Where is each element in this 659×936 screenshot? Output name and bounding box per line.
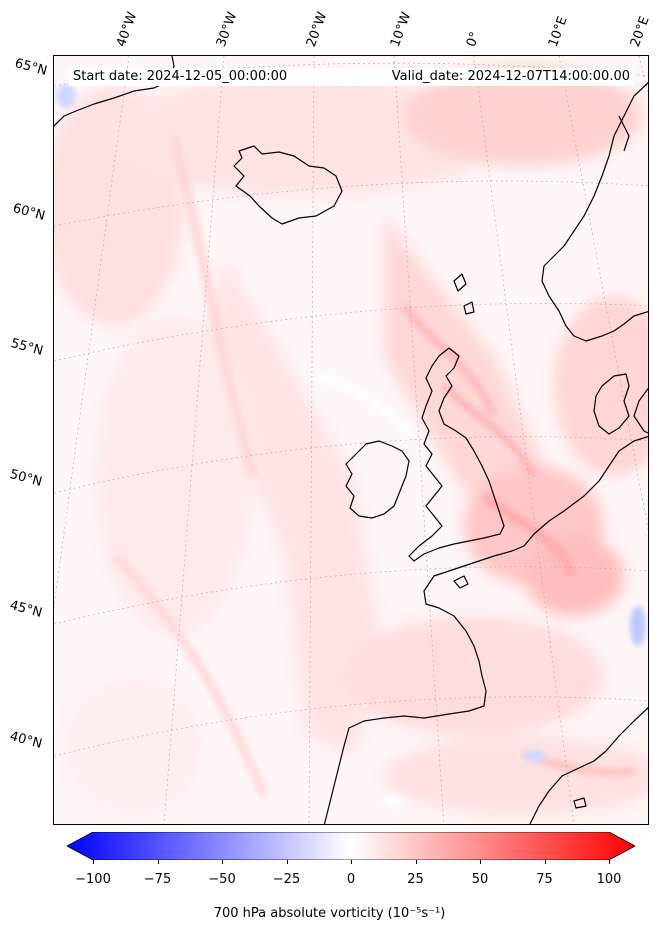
lat-label-55n: 55°N: [9, 336, 45, 359]
colorbar-tick-mark: [351, 860, 352, 864]
lat-label-60n: 60°N: [11, 201, 47, 224]
colorbar-tick-label: 50: [471, 872, 489, 887]
lon-label-20w: 20°W: [303, 10, 331, 49]
graticule: [54, 56, 648, 824]
lat-label-45n: 45°N: [8, 598, 44, 621]
lon-label-0: 0°: [463, 29, 484, 49]
colorbar-tick-label: 0: [346, 872, 356, 887]
colorbar-tick-mark: [415, 860, 417, 864]
colorbar: [67, 832, 635, 860]
colorbar-tick-mark: [222, 860, 223, 864]
colorbar-tick-label: 100: [596, 872, 622, 887]
colorbar-tick-mark: [157, 860, 159, 864]
colorbar-tick-mark: [544, 860, 546, 864]
colorbar-tick-mark: [480, 860, 481, 864]
vorticity-field: [54, 56, 648, 824]
start-date-label: Start date: 2024-12-05_00:00:00: [73, 69, 288, 84]
lat-label-40n: 40°N: [8, 729, 44, 752]
lon-label-30w: 30°W: [213, 10, 241, 49]
lat-label-65n: 65°N: [13, 56, 49, 79]
lat-label-50n: 50°N: [8, 467, 44, 490]
colorbar-label: 700 hPa absolute vorticity (10⁻⁵s⁻¹): [213, 906, 446, 921]
map-canvas: [54, 56, 648, 824]
colorbar-tick-label: 25: [407, 872, 424, 887]
colorbar-tick-mark: [286, 860, 288, 864]
colorbar-tick-label: −75: [143, 872, 172, 887]
coastlines: [54, 56, 648, 824]
date-header: Start date: 2024-12-05_00:00:00 Valid_da…: [69, 68, 634, 86]
colorbar-tick-label: −100: [75, 872, 111, 887]
lon-label-20e: 20°E: [627, 14, 653, 50]
lon-label-10e: 10°E: [545, 14, 571, 50]
vorticity-map: Start date: 2024-12-05_00:00:00 Valid_da…: [53, 55, 649, 825]
lon-label-10w: 10°W: [387, 10, 415, 49]
colorbar-tick-label: −25: [272, 872, 301, 887]
valid-date-label: Valid_date: 2024-12-07T14:00:00.00: [391, 69, 630, 84]
colorbar-tick-mark: [93, 860, 94, 864]
colorbar-tick-label: −50: [208, 872, 236, 887]
colorbar-tick-label: 75: [536, 872, 553, 887]
colorbar-tick-mark: [609, 860, 610, 864]
lon-label-40w: 40°W: [113, 10, 141, 49]
